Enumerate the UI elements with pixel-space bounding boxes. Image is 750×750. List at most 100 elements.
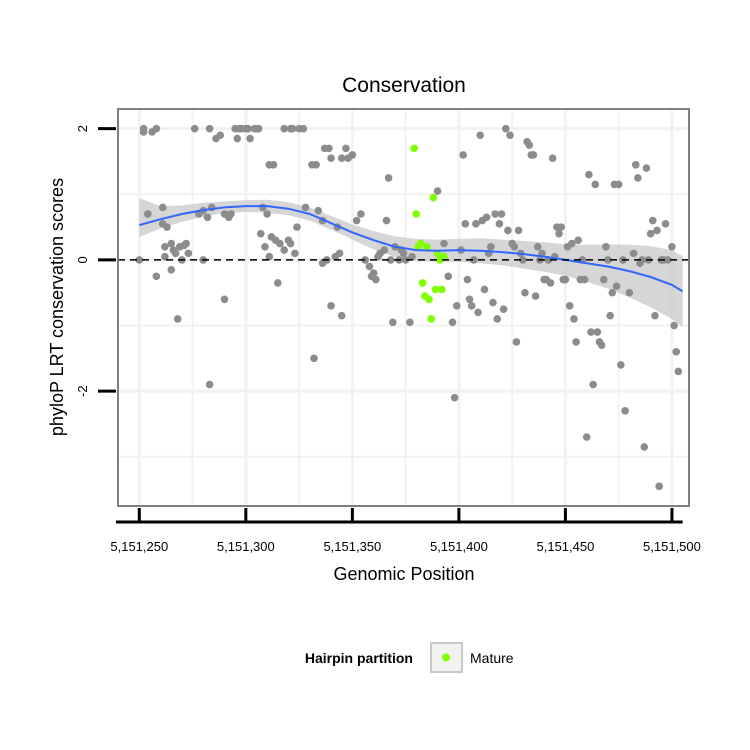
- plot-panel: [118, 109, 689, 506]
- data-point: [265, 252, 274, 261]
- data-point: [470, 256, 478, 264]
- data-point: [668, 243, 676, 251]
- data-point: [158, 203, 167, 212]
- data-point: [261, 243, 269, 251]
- data-point: [167, 239, 176, 248]
- data-point: [472, 220, 480, 228]
- data-point: [474, 308, 482, 317]
- data-point: [382, 216, 391, 225]
- data-point: [161, 252, 169, 261]
- data-point: [634, 174, 642, 182]
- data-point-mature: [416, 239, 425, 248]
- data-point: [548, 154, 557, 163]
- data-point: [173, 315, 182, 323]
- legend-label-mature: Mature: [470, 650, 514, 666]
- y-tick-label: 0: [75, 256, 90, 263]
- data-point: [406, 318, 414, 327]
- data-point: [269, 160, 278, 169]
- data-point: [233, 134, 242, 143]
- data-point: [352, 216, 361, 225]
- data-point: [467, 302, 476, 310]
- data-point: [580, 275, 589, 284]
- data-point: [259, 203, 267, 212]
- data-point-mature: [429, 193, 438, 202]
- data-point: [670, 321, 678, 330]
- data-point: [135, 256, 144, 264]
- data-point: [433, 187, 442, 195]
- data-point: [525, 141, 534, 149]
- data-point: [401, 256, 410, 264]
- data-point: [614, 180, 623, 189]
- data-point: [337, 311, 346, 320]
- data-point: [646, 229, 655, 238]
- data-point: [325, 144, 333, 153]
- data-point: [602, 243, 610, 251]
- data-point-mature: [431, 285, 440, 294]
- data-point: [499, 305, 508, 313]
- x-axis: 5,151,250 5,151,300 5,151,350 5,151,400 5,15…: [110, 508, 701, 554]
- x-axis-title: Genomic Position: [333, 564, 474, 584]
- data-point: [531, 292, 540, 300]
- data-point: [227, 210, 235, 218]
- data-point: [310, 354, 318, 363]
- data-point: [529, 151, 538, 159]
- data-point: [263, 210, 271, 218]
- data-point: [280, 246, 288, 254]
- data-point-mature: [412, 210, 421, 218]
- data-point: [440, 239, 448, 248]
- data-point: [487, 243, 495, 251]
- data-point: [574, 236, 583, 245]
- data-point: [288, 124, 297, 133]
- data-point: [591, 180, 600, 189]
- x-tick-label: 5,151,450: [537, 539, 595, 554]
- data-point: [448, 318, 457, 327]
- data-point: [608, 288, 617, 297]
- data-point: [372, 275, 380, 284]
- chart-title: Conservation: [342, 74, 466, 97]
- data-point: [276, 239, 284, 248]
- data-point: [286, 239, 295, 248]
- data-point: [386, 256, 395, 264]
- data-point: [597, 341, 606, 350]
- data-point: [220, 295, 229, 304]
- data-point: [139, 128, 148, 136]
- data-point: [254, 124, 263, 133]
- data-point: [337, 154, 346, 163]
- data-point: [205, 124, 214, 133]
- data-point: [190, 124, 199, 133]
- data-point: [661, 220, 670, 228]
- data-point: [589, 380, 597, 389]
- data-point: [617, 361, 625, 369]
- x-tick-label: 5,151,300: [217, 539, 275, 554]
- data-point: [203, 213, 212, 222]
- legend: Hairpin partition Mature: [305, 642, 514, 673]
- data-point: [246, 134, 254, 143]
- data-point: [631, 160, 640, 169]
- data-point: [273, 279, 282, 287]
- data-point: [521, 288, 529, 297]
- data-point: [642, 164, 651, 172]
- data-point: [491, 210, 499, 218]
- data-point: [348, 151, 357, 159]
- x-tick-label: 5,151,400: [430, 539, 488, 554]
- data-point: [546, 279, 555, 287]
- data-point: [459, 151, 467, 159]
- data-point: [561, 275, 570, 284]
- x-tick-label: 5,151,350: [323, 539, 381, 554]
- data-point: [361, 256, 369, 264]
- data-point: [655, 482, 663, 491]
- data-point: [327, 154, 335, 163]
- data-point: [489, 298, 497, 307]
- data-point: [493, 315, 502, 323]
- data-point: [593, 328, 602, 336]
- data-point: [514, 226, 523, 235]
- data-point: [599, 275, 608, 284]
- data-point: [510, 243, 519, 251]
- x-tick-label: 5,151,500: [643, 539, 701, 554]
- data-point: [653, 226, 661, 235]
- data-point: [476, 131, 485, 140]
- data-point: [216, 131, 225, 140]
- data-point: [256, 229, 265, 238]
- data-point: [452, 302, 461, 310]
- data-point: [606, 311, 614, 320]
